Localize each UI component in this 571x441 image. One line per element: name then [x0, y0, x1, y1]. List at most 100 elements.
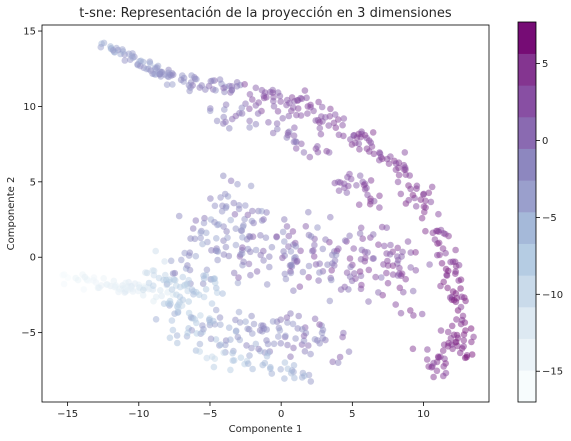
scatter-point — [305, 274, 313, 281]
scatter-point — [384, 262, 392, 269]
y-tick-label: 10 — [23, 102, 36, 113]
scatter-point — [285, 243, 292, 250]
scatter-point — [212, 306, 220, 314]
scatter-point — [297, 112, 305, 119]
scatter-point — [167, 257, 175, 265]
colorbar-band — [518, 212, 536, 244]
scatter-point — [452, 270, 459, 278]
scatter-point — [429, 229, 437, 237]
scatter-point — [119, 46, 126, 53]
scatter-point — [298, 374, 306, 381]
scatter-point — [282, 332, 289, 340]
scatter-point — [155, 68, 162, 76]
colorbar-band — [518, 148, 536, 181]
colorbar-band — [518, 338, 536, 371]
scatter-point — [219, 202, 226, 210]
scatter-point — [428, 183, 436, 191]
scatter-point — [179, 273, 187, 281]
scatter-point — [186, 87, 193, 95]
scatter-point — [220, 223, 227, 230]
scatter-point — [435, 210, 442, 218]
scatter-point — [347, 175, 355, 183]
scatter-point — [287, 269, 295, 277]
scatter-point — [220, 84, 227, 92]
scatter-point — [299, 326, 306, 333]
scatter-point — [239, 234, 246, 241]
scatter-point — [438, 260, 446, 267]
scatter-point — [253, 268, 261, 275]
scatter-point — [462, 327, 469, 334]
scatter-point — [392, 166, 400, 173]
scatter-point — [356, 230, 364, 237]
scatter-point — [219, 290, 226, 297]
scatter-point — [412, 203, 420, 210]
scatter-point — [356, 172, 364, 179]
scatter-point — [407, 307, 414, 314]
scatter-point — [122, 279, 129, 287]
scatter-point — [314, 143, 321, 150]
scatter-point — [444, 328, 452, 336]
scatter-point — [284, 341, 291, 349]
scatter-point — [235, 308, 243, 316]
scatter-point — [60, 280, 68, 288]
x-tick-label: 10 — [417, 409, 430, 420]
scatter-point — [292, 138, 299, 145]
scatter-point — [213, 247, 221, 255]
scatter-point — [161, 71, 168, 78]
scatter-point — [367, 139, 375, 146]
scatter-point — [244, 360, 252, 368]
scatter-point — [245, 260, 253, 268]
scatter-point — [310, 253, 318, 260]
scatter-point — [434, 353, 442, 361]
scatter-point — [281, 270, 289, 278]
colorbar-band — [518, 22, 536, 54]
scatter-point — [447, 334, 455, 342]
scatter-point — [168, 317, 176, 324]
scatter-point — [339, 121, 346, 129]
scatter-point — [304, 110, 311, 117]
scatter-point — [270, 103, 278, 110]
scatter-point — [318, 103, 326, 111]
scatter-point — [412, 249, 419, 256]
scatter-point — [335, 178, 342, 186]
scatter-point — [297, 247, 304, 255]
scatter-point — [200, 272, 207, 280]
colorbar-band — [518, 180, 536, 213]
scatter-point — [249, 96, 256, 103]
scatter-point — [346, 255, 354, 262]
scatter-point — [335, 187, 343, 194]
scatter-point — [387, 241, 394, 249]
scatter-point — [310, 107, 317, 115]
scatter-point — [427, 198, 435, 206]
scatter-point — [283, 101, 290, 109]
scatter-point — [168, 286, 176, 293]
scatter-point — [292, 335, 299, 342]
scatter-point — [192, 252, 200, 260]
scatter-point — [276, 92, 284, 100]
scatter-point — [376, 150, 384, 157]
scatter-point — [189, 225, 197, 232]
scatter-point — [356, 146, 363, 153]
colorbar-tick-label: −10 — [542, 290, 563, 301]
scatter-point — [260, 216, 267, 223]
scatter-point — [252, 340, 260, 348]
scatter-point — [364, 249, 371, 256]
scatter-point — [295, 312, 303, 320]
scatter-point — [453, 316, 460, 323]
colorbar-band — [518, 275, 536, 308]
scatter-point — [400, 288, 407, 296]
scatter-point — [317, 130, 325, 138]
scatter-point — [352, 139, 359, 147]
scatter-point — [281, 359, 289, 366]
scatter-point — [142, 269, 149, 276]
scatter-point — [406, 172, 414, 179]
scatter-point — [365, 266, 373, 274]
scatter-point — [291, 374, 298, 382]
scatter-point — [223, 228, 230, 235]
scatter-point — [200, 325, 207, 333]
scatter-point — [246, 117, 253, 125]
scatter-point — [100, 39, 108, 47]
scatter-point — [288, 94, 296, 101]
scatter-point — [90, 277, 97, 284]
scatter-point — [247, 248, 254, 256]
